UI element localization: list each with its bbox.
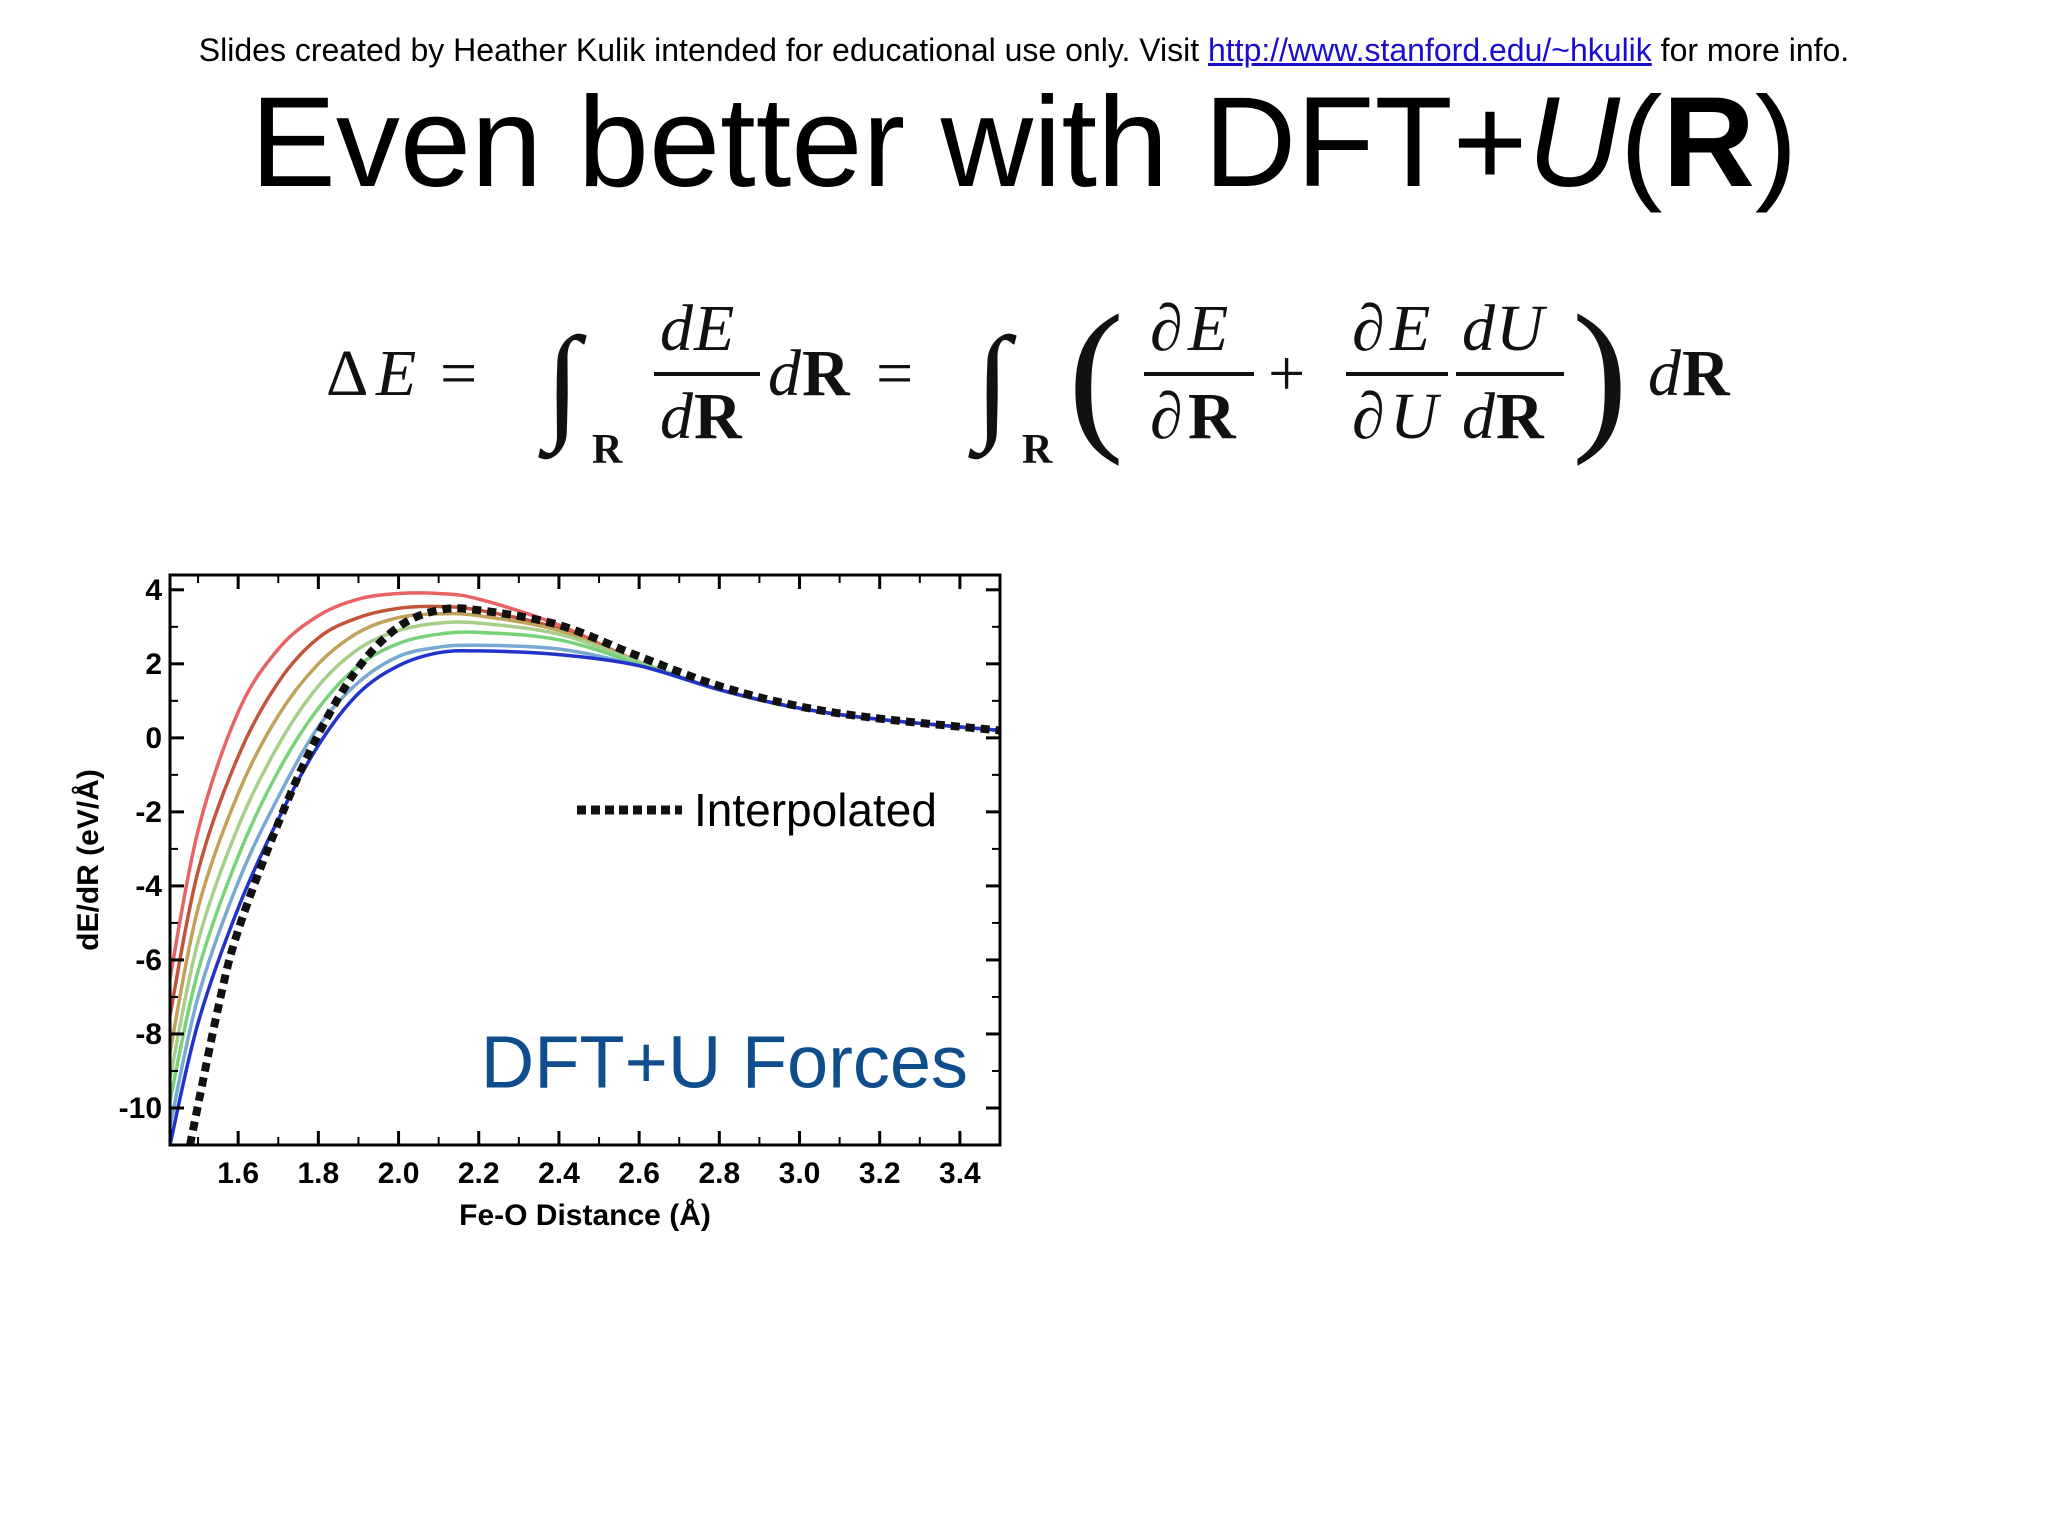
eq-equals-1: = [440,337,477,410]
title-u: U [1527,71,1620,214]
plot-lines [170,591,1000,1145]
plot-frame [168,573,1002,1147]
title-prefix: Even better with DFT+ [250,71,1528,214]
eq-plus: + [1268,337,1305,410]
eq-partial-num-1: ∂ [1150,292,1183,365]
eq-integral-2: ∫ [968,311,1017,460]
credit-prefix: Slides created by Heather Kulik intended… [198,32,1208,68]
x-tick-label: 1.8 [297,1157,339,1190]
eq-partial-num-e-1: E [1187,292,1228,365]
eq-partial-den-1: ∂ [1150,380,1183,453]
eq-d-1: d [768,337,802,410]
chart-annotation: DFT+U Forces [481,1021,968,1104]
eq-num-d-4: d [1462,292,1496,365]
x-tick-label: 1.6 [217,1157,259,1190]
eq-right-paren: ) [1572,281,1628,467]
axis-ticks [170,575,1001,1146]
eq-delta: Δ [326,337,368,410]
x-tick-label: 3.0 [779,1157,821,1190]
y-axis-label: dE/dR (eV/Å) [72,769,105,951]
x-tick-label: 2.0 [378,1157,420,1190]
y-tick-labels: 4 2 0 -2 -4 -6 -8 -10 [119,574,163,1125]
x-tick-label: 2.8 [698,1157,740,1190]
series-line-interpolated [186,604,1000,1145]
eq-integral-1: ∫ [538,311,587,460]
credit-suffix: for more info. [1651,32,1850,68]
x-tick-label: 3.2 [859,1157,901,1190]
y-tick-label: -10 [119,1092,162,1125]
title-r: R [1662,71,1755,214]
credit-link[interactable]: http://www.stanford.edu/~hkulik [1207,32,1652,68]
eq-den-d-1: d [660,380,694,453]
title-open-paren: ( [1619,71,1663,214]
legend-label-interpolated: Interpolated [694,784,937,836]
eq-num-e-1: E [693,292,734,365]
eq-integral-2-sub: R [1022,427,1053,473]
eq-partial-num-2: ∂ [1352,292,1385,365]
x-tick-label: 2.2 [458,1157,500,1190]
slide-title: Even better with DFT+U(R) [0,68,2048,218]
y-tick-label: -2 [135,796,162,829]
y-tick-label: -8 [135,1018,162,1051]
eq-r-1: R [802,337,851,410]
eq-den-r-4: R [1496,380,1545,453]
eq-num-u-4: U [1496,292,1548,365]
y-tick-label: 4 [145,574,162,607]
slide-credit: Slides created by Heather Kulik intended… [0,32,2048,69]
x-tick-label: 2.6 [618,1157,660,1190]
y-tick-label: -4 [135,870,162,903]
eq-partial-num-e-2: E [1389,292,1430,365]
dft-u-forces-chart: 1.6 1.8 2.0 2.2 2.4 2.6 2.8 3.0 3.2 3.4 4 2 0 -2 -4 -6… [72,573,1002,1232]
y-tick-label: 2 [145,648,162,681]
x-axis-label: Fe-O Distance (Å) [459,1199,711,1232]
eq-partial-den-2: ∂ [1352,380,1385,453]
title-close-paren: ) [1754,71,1798,214]
eq-left-paren: ( [1068,281,1124,467]
energy-integral-equation: Δ E = ∫ R d E d R d R = ∫ R ( ∂ E ∂ R + … [326,281,1731,473]
x-tick-label: 2.4 [538,1157,580,1190]
eq-num-d-1: d [660,292,694,365]
x-tick-labels: 1.6 1.8 2.0 2.2 2.4 2.6 2.8 3.0 3.2 3.4 [217,1157,981,1190]
eq-den-r-1: R [694,380,743,453]
y-tick-label: -6 [135,944,162,977]
eq-equals-2: = [876,337,913,410]
eq-e-left: E [375,337,416,410]
eq-integral-1-sub: R [592,427,623,473]
eq-r-final: R [1682,337,1731,410]
eq-d-final: d [1648,337,1682,410]
eq-partial-den-u-2: U [1390,380,1442,453]
y-tick-label: 0 [145,722,162,755]
eq-den-d-4: d [1462,380,1496,453]
x-tick-label: 3.4 [939,1157,981,1190]
eq-partial-den-r-1: R [1188,380,1237,453]
